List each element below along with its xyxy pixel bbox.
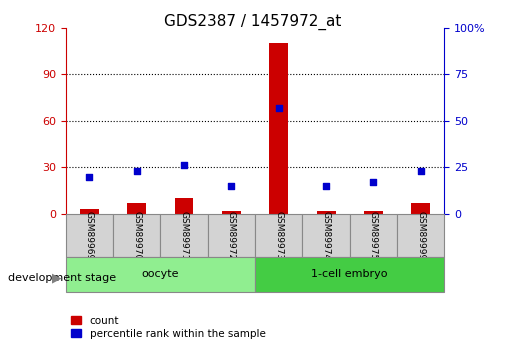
- Bar: [208, 214, 255, 257]
- Point: [85, 174, 93, 179]
- Text: GSM89972: GSM89972: [227, 211, 236, 260]
- Point: [417, 168, 425, 174]
- Legend: count, percentile rank within the sample: count, percentile rank within the sample: [71, 316, 266, 339]
- Text: GSM89973: GSM89973: [274, 211, 283, 260]
- Bar: [255, 214, 302, 257]
- Point: [369, 179, 377, 185]
- Text: 1-cell embryo: 1-cell embryo: [312, 269, 388, 279]
- Bar: [397, 214, 444, 257]
- Bar: [269, 43, 288, 214]
- Point: [227, 183, 235, 189]
- Bar: [222, 211, 241, 214]
- Bar: [113, 214, 161, 257]
- Bar: [80, 209, 99, 214]
- Bar: [127, 203, 146, 214]
- Text: ▶: ▶: [52, 271, 62, 284]
- Bar: [175, 198, 193, 214]
- Bar: [66, 257, 255, 292]
- Bar: [66, 214, 113, 257]
- Point: [275, 105, 283, 110]
- Point: [133, 168, 141, 174]
- Text: oocyte: oocyte: [141, 269, 179, 279]
- Bar: [364, 211, 383, 214]
- Text: GSM89970: GSM89970: [132, 211, 141, 260]
- Text: GSM89971: GSM89971: [179, 211, 188, 260]
- Text: GSM89974: GSM89974: [322, 211, 331, 260]
- Bar: [255, 257, 444, 292]
- Point: [180, 163, 188, 168]
- Text: GDS2387 / 1457972_at: GDS2387 / 1457972_at: [164, 14, 341, 30]
- Bar: [349, 214, 397, 257]
- Text: GSM89999: GSM89999: [416, 211, 425, 260]
- Text: GSM89975: GSM89975: [369, 211, 378, 260]
- Text: development stage: development stage: [8, 273, 116, 283]
- Bar: [302, 214, 349, 257]
- Bar: [411, 203, 430, 214]
- Text: GSM89969: GSM89969: [85, 211, 94, 260]
- Bar: [161, 214, 208, 257]
- Bar: [317, 211, 335, 214]
- Point: [322, 183, 330, 189]
